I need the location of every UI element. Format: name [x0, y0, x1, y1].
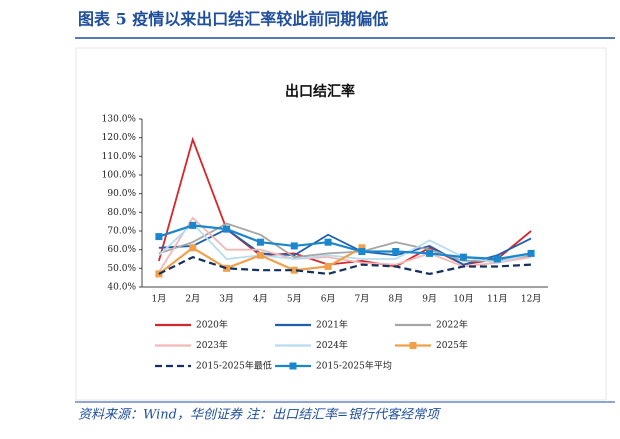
y-tick-label: 90.0%	[107, 189, 136, 199]
x-tick-label: 8月	[388, 294, 403, 305]
point-marker	[223, 225, 231, 233]
y-tick-label: 120.0%	[102, 133, 137, 143]
point-marker	[392, 248, 400, 256]
series-line	[158, 255, 532, 276]
x-tick-label: 11月	[487, 294, 507, 305]
y-tick-label: 40.0%	[107, 283, 136, 293]
x-tick-label: 7月	[355, 294, 370, 305]
point-marker	[189, 244, 197, 252]
legend-label: 2022年	[436, 319, 468, 331]
x-tick-label: 10月	[453, 294, 473, 305]
legend-label: 2020年	[196, 319, 228, 331]
x-tick-label: 5月	[287, 294, 302, 305]
point-marker	[189, 221, 197, 229]
y-tick-label: 60.0%	[107, 245, 136, 255]
point-marker	[256, 251, 264, 259]
y-tick-label: 100.0%	[102, 171, 137, 181]
x-tick-label: 12月	[521, 294, 541, 305]
point-marker	[459, 253, 467, 261]
y-tick-label: 130.0%	[102, 115, 137, 125]
x-tick-label: 9月	[422, 294, 437, 305]
point-marker	[290, 266, 298, 274]
series-line	[158, 224, 532, 261]
point-marker	[358, 244, 366, 252]
point-marker	[324, 262, 332, 270]
y-tick-label: 50.0%	[107, 264, 136, 274]
legend-label: 2021年	[316, 319, 348, 331]
legend-marker	[409, 342, 417, 349]
point-marker	[324, 238, 332, 246]
footer-source: 资料来源：Wind，华创证券 注：出口结汇率=银行代客经常项	[78, 407, 442, 423]
chart-frame	[75, 47, 607, 401]
point-marker	[358, 248, 366, 256]
x-tick-label: 6月	[321, 294, 336, 305]
legend-marker	[289, 362, 297, 370]
legend-label: 2024年	[316, 339, 348, 351]
point-marker	[527, 249, 535, 257]
point-marker	[256, 238, 264, 246]
chart-title: 出口结汇率	[285, 83, 355, 100]
x-tick-label: 3月	[219, 294, 234, 305]
legend-label: 2015-2025年最低	[196, 360, 272, 372]
legend-label: 2023年	[196, 339, 228, 351]
point-marker	[493, 255, 501, 263]
y-tick-label: 80.0%	[107, 208, 136, 218]
point-marker	[223, 264, 231, 272]
point-marker	[426, 249, 434, 257]
series-line	[158, 246, 363, 275]
header-title: 图表 5 疫情以来出口结汇率较此前同期偏低	[78, 10, 388, 29]
y-tick-label: 110.0%	[102, 152, 137, 162]
point-marker	[290, 242, 298, 250]
y-tick-label: 70.0%	[107, 227, 136, 237]
legend-label: 2025年	[436, 339, 468, 351]
series-line	[158, 228, 532, 266]
series-line	[158, 222, 532, 262]
legend-label: 2015-2025年平均	[316, 360, 392, 372]
x-tick-label: 2月	[185, 294, 200, 305]
x-tick-label: 1月	[152, 294, 167, 305]
point-marker	[155, 233, 163, 241]
x-tick-label: 4月	[253, 294, 268, 305]
